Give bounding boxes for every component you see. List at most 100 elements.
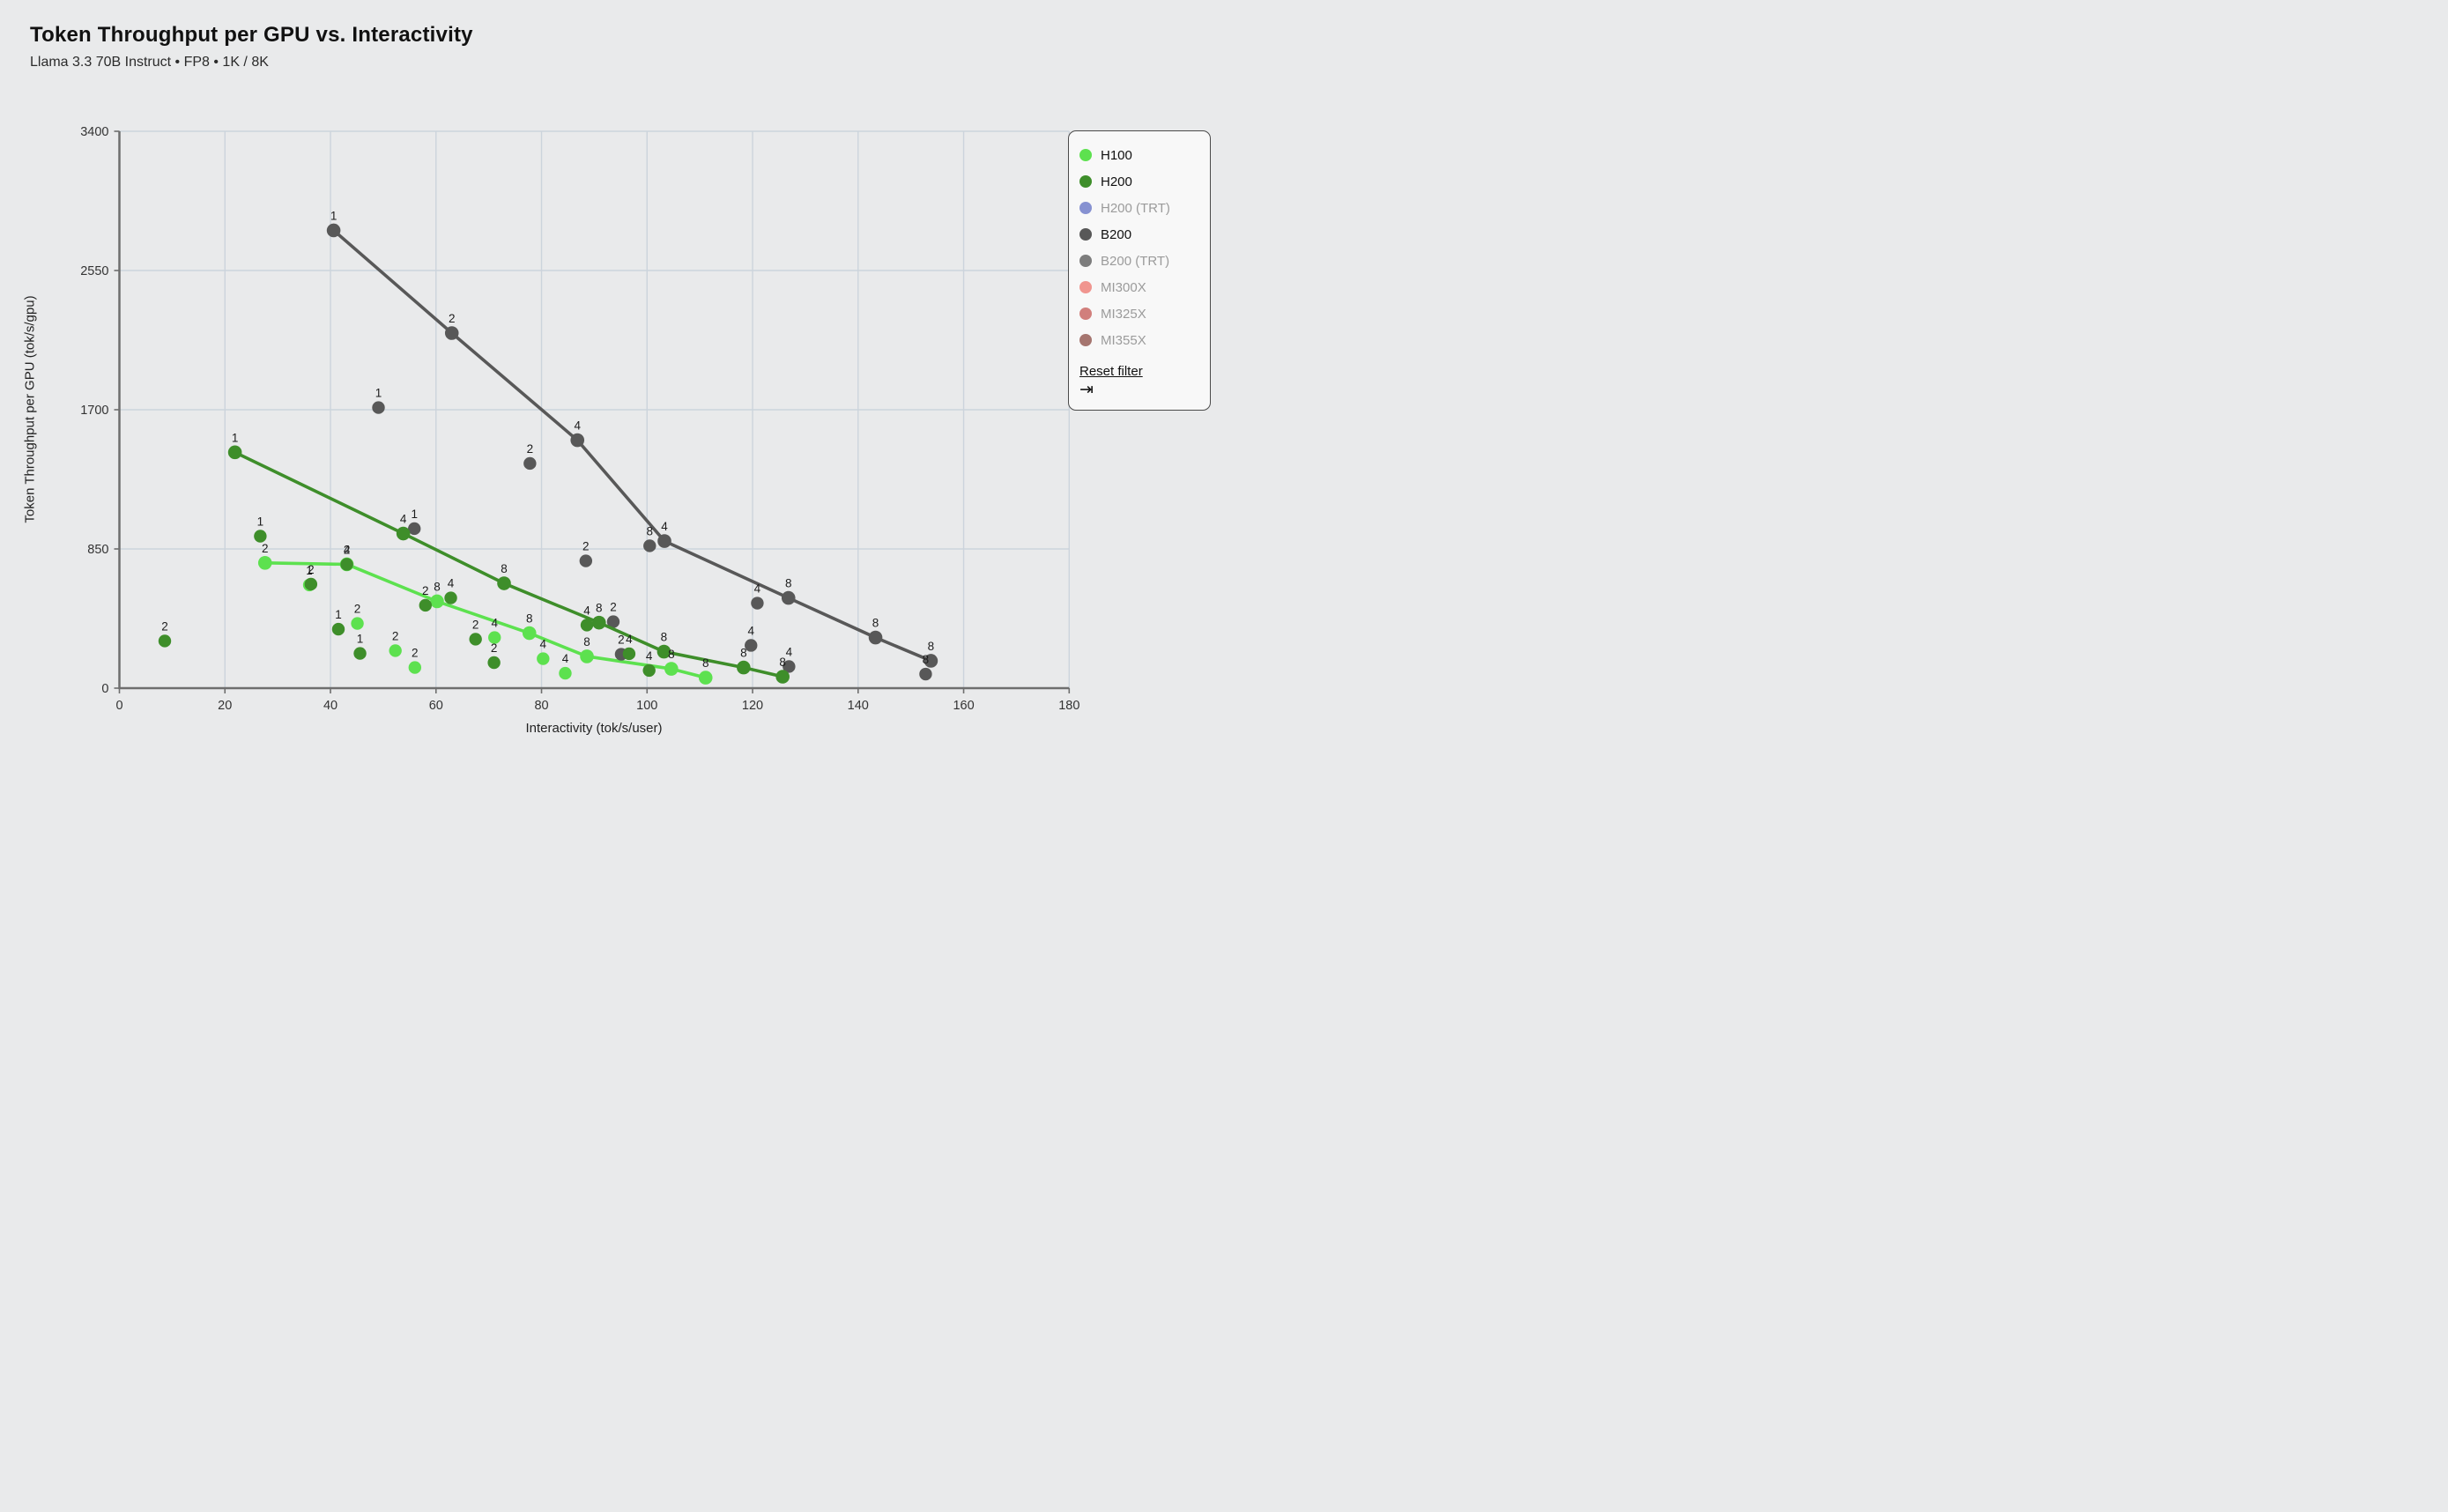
legend-item-mi355x[interactable]: MI355X [1079, 327, 1201, 353]
data-point-h200[interactable] [419, 598, 432, 612]
data-point-h200[interactable] [340, 558, 353, 571]
legend-label: B200 (TRT) [1101, 253, 1170, 269]
frontier-point-b200[interactable] [657, 534, 671, 548]
point-label: 4 [646, 649, 653, 663]
point-label: 4 [747, 624, 754, 637]
frontier-point-h200[interactable] [227, 445, 242, 460]
legend-item-mi300x[interactable]: MI300X [1079, 274, 1201, 300]
data-point-h100[interactable] [488, 631, 501, 644]
point-label: 1 [411, 508, 418, 521]
data-point-h200[interactable] [642, 663, 656, 678]
point-label: 4 [448, 577, 455, 590]
data-point-b200[interactable] [408, 522, 421, 536]
frontier-point-b200[interactable] [924, 654, 938, 668]
data-point-h200[interactable] [622, 647, 636, 661]
data-point-b200[interactable] [783, 660, 796, 673]
frontier-point-h100[interactable] [698, 671, 713, 685]
data-point-h200[interactable] [487, 656, 501, 670]
legend-item-b200-trt[interactable]: B200 (TRT) [1079, 248, 1201, 274]
legend-panel: H100 H200 H200 (TRT) B200 B200 (TRT) MI3… [1068, 130, 1211, 411]
frontier-point-h200[interactable] [591, 615, 606, 630]
frontier-point-h200[interactable] [775, 670, 790, 684]
frontier-point-h100[interactable] [430, 594, 444, 609]
frontier-point-h100[interactable] [664, 662, 679, 676]
h100-color-dot-icon [1079, 149, 1092, 161]
point-label: 1 [306, 564, 313, 577]
data-point-h200[interactable] [331, 622, 345, 636]
point-label: 4 [540, 638, 547, 651]
frontier-point-h100[interactable] [580, 649, 594, 663]
mi325x-color-dot-icon [1079, 308, 1092, 320]
data-point-b200[interactable] [919, 667, 932, 681]
legend-item-h200-trt[interactable]: H200 (TRT) [1079, 195, 1201, 221]
data-point-h100[interactable] [408, 661, 422, 674]
point-label: 4 [786, 645, 793, 658]
data-point-h100[interactable] [351, 617, 364, 630]
tab-arrow-icon[interactable]: ⇥ [1079, 381, 1094, 399]
point-label: 2 [582, 540, 590, 553]
x-tick-label: 140 [848, 699, 869, 713]
point-label: 2 [527, 442, 534, 456]
point-label: 8 [583, 635, 590, 649]
data-point-b200[interactable] [523, 456, 537, 471]
data-point-h200[interactable] [254, 530, 267, 543]
data-point-b200[interactable] [579, 554, 593, 567]
frontier-point-h200[interactable] [657, 644, 671, 659]
frontier-point-h200[interactable] [497, 576, 511, 590]
reset-filter-link[interactable]: Reset filter [1079, 364, 1143, 379]
point-label: 4 [562, 652, 569, 665]
point-label: 2 [449, 312, 456, 325]
legend-item-h200[interactable]: H200 [1079, 168, 1201, 195]
frontier-point-h100[interactable] [257, 556, 272, 570]
legend-label: H200 [1101, 174, 1132, 189]
frontier-point-h100[interactable] [522, 626, 537, 641]
frontier-point-b200[interactable] [781, 590, 796, 605]
data-point-b200[interactable] [643, 539, 657, 552]
b200-trt-color-dot-icon [1079, 255, 1092, 267]
point-label: 8 [526, 612, 533, 626]
point-label: 8 [668, 648, 675, 661]
data-point-b200[interactable] [745, 639, 758, 652]
point-label: 4 [661, 520, 668, 533]
point-label: 4 [344, 543, 351, 556]
x-tick-label: 20 [218, 699, 232, 713]
point-label: 2 [472, 618, 479, 631]
data-point-h200[interactable] [158, 634, 172, 648]
y-tick-label: 850 [87, 543, 108, 557]
point-label: 2 [262, 542, 269, 555]
data-point-h100[interactable] [559, 666, 572, 680]
data-point-h200[interactable] [304, 577, 318, 591]
frontier-point-b200[interactable] [868, 630, 883, 645]
legend-item-b200[interactable]: B200 [1079, 221, 1201, 248]
data-point-h200[interactable] [353, 647, 367, 660]
point-label: 8 [501, 562, 508, 575]
point-label: 2 [344, 543, 351, 556]
legend-item-h100[interactable]: H100 [1079, 142, 1201, 168]
data-point-b200[interactable] [751, 597, 764, 610]
legend-label: MI300X [1101, 279, 1146, 295]
data-point-b200[interactable] [372, 401, 385, 414]
data-point-h100[interactable] [537, 652, 550, 665]
x-tick-label: 160 [953, 699, 974, 713]
data-point-b200[interactable] [606, 615, 620, 628]
data-point-h200[interactable] [469, 633, 482, 646]
b200-color-dot-icon [1079, 228, 1092, 241]
point-label: 8 [596, 602, 603, 615]
frontier-point-h200[interactable] [396, 526, 411, 541]
point-label: 8 [785, 577, 792, 590]
page-title: Token Throughput per GPU vs. Interactivi… [30, 23, 473, 47]
point-label: 2 [308, 563, 315, 576]
frontier-point-h200[interactable] [737, 660, 751, 675]
frontier-point-b200[interactable] [326, 223, 341, 238]
point-label: 1 [257, 515, 264, 529]
legend-item-mi325x[interactable]: MI325X [1079, 300, 1201, 327]
data-point-h200[interactable] [580, 619, 594, 632]
point-label: 8 [647, 524, 654, 537]
data-point-h100[interactable] [389, 644, 402, 657]
frontier-point-b200[interactable] [444, 326, 459, 340]
point-label: 2 [610, 601, 617, 614]
y-tick-label: 0 [101, 682, 108, 696]
data-point-h200[interactable] [444, 591, 457, 604]
frontier-point-b200[interactable] [570, 433, 585, 448]
point-label: 4 [491, 617, 498, 630]
